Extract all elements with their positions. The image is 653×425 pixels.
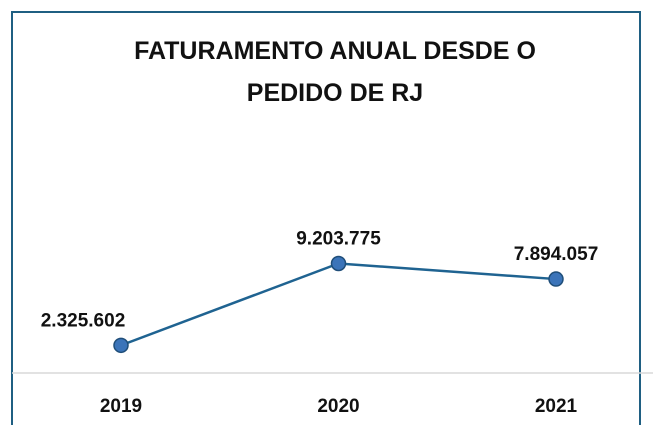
x-tick-label: 2019: [100, 396, 142, 417]
data-label: 2.325.602: [41, 310, 126, 331]
marker: [548, 271, 564, 287]
chart-title: FATURAMENTO ANUAL DESDE O PEDIDO DE RJ: [134, 37, 536, 107]
marker: [113, 337, 129, 354]
x-tick-label: 2021: [535, 396, 578, 417]
x-tick-label: 2020: [317, 396, 359, 417]
frame: [11, 11, 641, 425]
data-label: 7.894.057: [514, 244, 599, 265]
line: [120, 262, 557, 347]
marker: [330, 255, 347, 272]
data-label: 9.203.775: [296, 228, 381, 249]
